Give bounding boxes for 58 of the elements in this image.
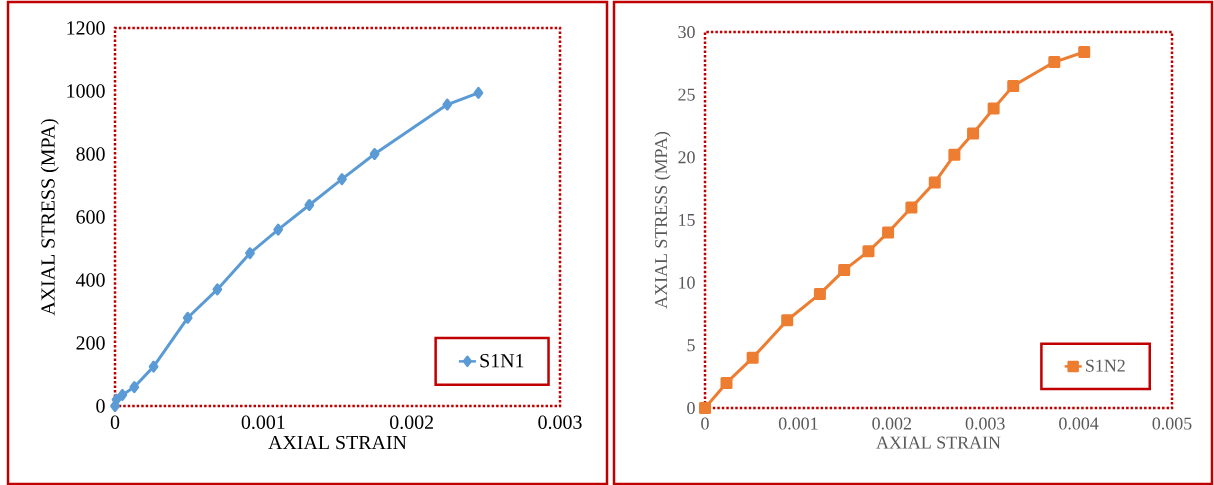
y-tick-label: 15 (679, 213, 695, 226)
x-tick-label: 0 (701, 417, 709, 430)
y-tick-label: 10 (679, 276, 695, 289)
point (948, 148, 961, 161)
point (148, 360, 159, 373)
x-tick-label: 0.004 (1059, 417, 1099, 430)
x-tick-label: 0.002 (872, 417, 911, 430)
point (746, 351, 759, 364)
point (928, 176, 941, 189)
x-tick-label: 0.002 (390, 415, 433, 429)
point (245, 247, 255, 260)
y-tick-label: 1200 (67, 21, 105, 35)
y-tick-label: 200 (76, 336, 105, 350)
point (813, 287, 826, 300)
point (442, 98, 453, 111)
point (882, 226, 895, 239)
y-tick-label: 400 (75, 273, 105, 287)
y-tick-label: 600 (76, 210, 105, 224)
point (1048, 55, 1061, 68)
point (987, 102, 1000, 115)
x-tick-label: 0.001 (778, 417, 818, 430)
y-tick-label: 1000 (67, 84, 105, 98)
point (129, 380, 140, 393)
x-tick-label: 0.003 (965, 417, 1005, 430)
legend-label: S1N1 (480, 353, 524, 368)
point (720, 376, 733, 389)
x-tick-label: 0 (110, 415, 120, 429)
legend-label: S1N2 (1086, 359, 1125, 372)
point (473, 86, 484, 99)
point (862, 245, 875, 258)
y-axis-title: AXIAL STRESS (MPA) (40, 119, 59, 316)
y-tick-label: 20 (678, 151, 695, 164)
point (905, 201, 918, 214)
point (337, 173, 347, 186)
y-axis-title: AXIAL STRESS (MPA) (654, 131, 671, 309)
point (304, 198, 315, 211)
y-tick-label: 800 (76, 147, 105, 161)
x-axis-title: AXIAL STRAIN (268, 435, 407, 450)
x-tick-label: 0.005 (1152, 417, 1192, 430)
point (1078, 45, 1091, 58)
point (838, 264, 851, 277)
point (273, 223, 284, 236)
point (699, 401, 712, 414)
point (1007, 79, 1020, 92)
x-tick-label: 0.001 (241, 415, 285, 429)
y-tick-label: 5 (687, 339, 695, 352)
y-tick-label: 25 (678, 88, 695, 101)
y-tick-label: 0 (96, 399, 105, 413)
x-tick-label: 0.003 (538, 415, 582, 429)
point (117, 388, 128, 401)
y-tick-label: 30 (678, 25, 695, 38)
x-axis-title: AXIAL STRAIN (876, 436, 1001, 449)
point (369, 147, 380, 160)
point (212, 283, 223, 296)
point (182, 311, 193, 324)
y-tick-label: 0 (687, 401, 695, 414)
point (967, 127, 980, 140)
point (781, 314, 794, 327)
